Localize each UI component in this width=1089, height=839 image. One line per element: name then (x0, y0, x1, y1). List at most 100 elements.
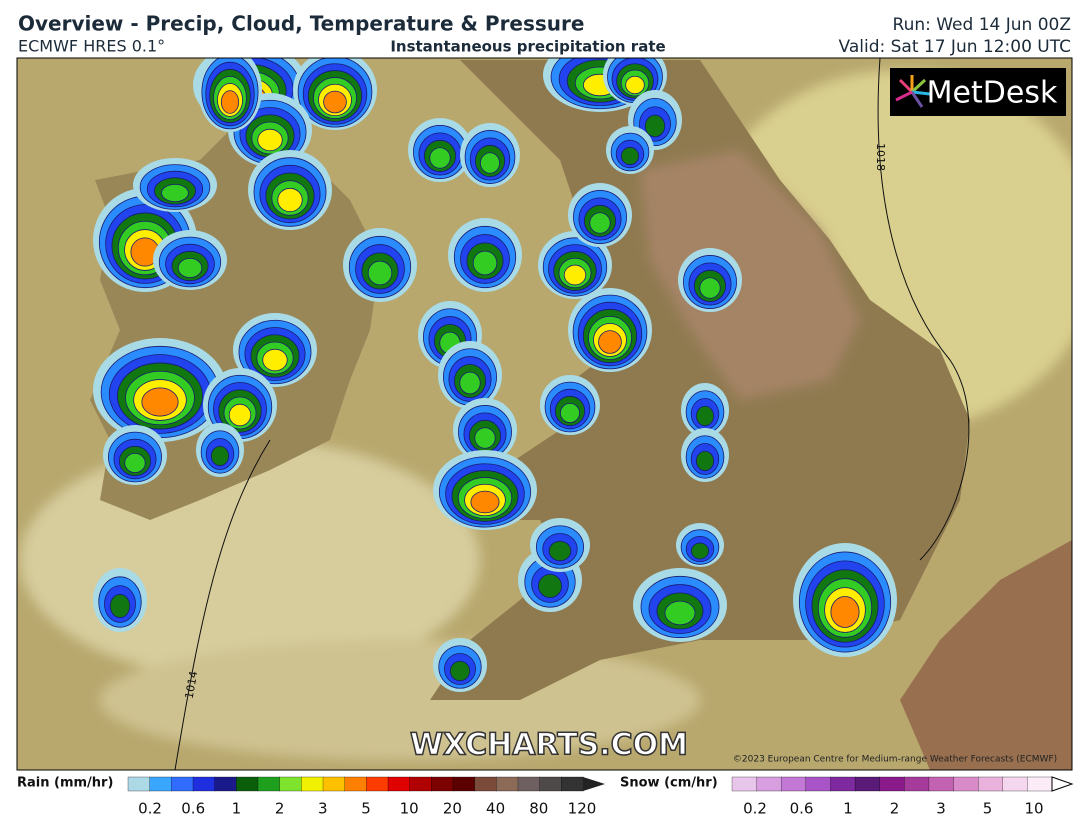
rain-tick-label: 10 (400, 800, 419, 818)
rain-cell (548, 540, 572, 562)
warm-land (640, 150, 860, 400)
rain-swatch (322, 776, 346, 792)
rain-cell (474, 427, 496, 449)
rain-swatch (344, 776, 367, 792)
rain-cell (472, 250, 498, 276)
watermark: WXCHARTS.COM (410, 728, 688, 763)
rain-cell (449, 660, 471, 682)
france (900, 540, 1072, 770)
rain-cell (690, 542, 710, 560)
rain-tick-label: 5 (361, 800, 371, 818)
isobar-label: 1014 (183, 670, 201, 700)
snow-swatch (854, 776, 881, 792)
rain-cell (470, 490, 500, 514)
snow-swatch (756, 776, 782, 792)
snow-swatch (1027, 776, 1053, 792)
rain-cell (220, 90, 240, 114)
map: 1018 1014 (17, 58, 1072, 770)
snow-tick-label: 3 (936, 800, 946, 818)
snow-tick-label: 10 (1024, 800, 1043, 818)
rain-cell (538, 574, 563, 599)
isobar-label: 1018 (874, 143, 887, 171)
rain-swatch (127, 776, 151, 792)
rain-cell (262, 348, 288, 372)
snow-tick-label: 5 (983, 800, 993, 818)
rain-tick-label: 80 (529, 800, 548, 818)
rain-cell (367, 260, 393, 286)
rain-cell (459, 371, 481, 395)
rain-cell (625, 75, 645, 95)
rain-swatch (517, 776, 541, 792)
rain-cell (141, 387, 179, 417)
snow-swatch (1002, 776, 1029, 792)
snow-arrow (1051, 776, 1074, 792)
rain-legend-label: Rain (mm/hr) (17, 776, 113, 791)
rain-tick-label: 1 (232, 800, 242, 818)
copyright: ©2023 European Centre for Medium-range W… (733, 755, 1057, 765)
rain-tick-label: 120 (568, 800, 597, 818)
snow-tick-label: 0.6 (790, 800, 814, 818)
rain-cell (210, 445, 230, 467)
isobar (877, 58, 970, 561)
rain-swatch (452, 776, 476, 792)
rain-swatch (387, 776, 411, 792)
rain-swatch (409, 776, 432, 792)
rain-swatch (474, 776, 497, 792)
snow-swatch (978, 776, 1004, 792)
rain-cell (664, 600, 696, 626)
rain-swatch (279, 776, 302, 792)
precipitation (93, 58, 897, 692)
rain-swatch (236, 776, 259, 792)
snow-swatch (781, 776, 807, 792)
rain-cell (563, 264, 587, 286)
snow-swatch (830, 776, 856, 792)
rain-cell (124, 452, 146, 473)
rain-cell (323, 90, 347, 114)
map-frame (16, 57, 1073, 771)
rain-swatch (431, 776, 454, 792)
rain-cell (644, 114, 666, 138)
rain-cell (429, 147, 451, 169)
legend: 0.2 0.6 1 2 3 5 10 20 40 80 120 0.2 0.6 1 2 3 5 10 (127, 776, 1074, 818)
rain-swatch (561, 776, 584, 792)
snow-swatch (904, 776, 930, 792)
rain-tick-label: 0.6 (181, 800, 205, 818)
snow-tick-label: 0.2 (743, 800, 767, 818)
rain-tick-label: 3 (318, 800, 328, 818)
snow-legend-label: Snow (cm/hr) (620, 776, 718, 791)
rain-swatch (366, 776, 389, 792)
snow-swatch (879, 776, 905, 792)
rain-swatch (301, 776, 324, 792)
rain-arrow (583, 777, 605, 791)
rain-tick-label: 40 (486, 800, 505, 818)
logo-text: MetDesk (927, 76, 1058, 111)
rain-cell (257, 128, 283, 152)
rain-cell (177, 257, 203, 278)
rain-cell (109, 594, 131, 619)
rain-cell (589, 212, 611, 234)
rain-cell (830, 596, 860, 628)
rain-cell (161, 183, 189, 203)
rain-cell (695, 405, 715, 427)
rain-cell (598, 330, 622, 354)
rain-cell (277, 187, 303, 213)
snow-swatch (953, 776, 979, 792)
title: Overview - Precip, Cloud, Temperature & … (18, 12, 584, 36)
rain-swatch (149, 776, 172, 792)
rain-cell (620, 146, 640, 166)
rain-swatch (257, 776, 281, 792)
rain-cell (560, 402, 581, 423)
rain-swatch (496, 776, 519, 792)
rain-cell (228, 403, 252, 427)
snow-swatch (731, 776, 758, 792)
run-time: Run: Wed 14 Jun 00Z (893, 15, 1071, 35)
snow-swatch (805, 776, 832, 792)
valid-time: Valid: Sat 17 Jun 12:00 UTC (839, 37, 1071, 57)
rain-swatch (192, 776, 216, 792)
rain-cell (479, 152, 500, 174)
isobar (174, 439, 271, 770)
rain-swatch (214, 776, 237, 792)
rain-tick-label: 20 (443, 800, 462, 818)
